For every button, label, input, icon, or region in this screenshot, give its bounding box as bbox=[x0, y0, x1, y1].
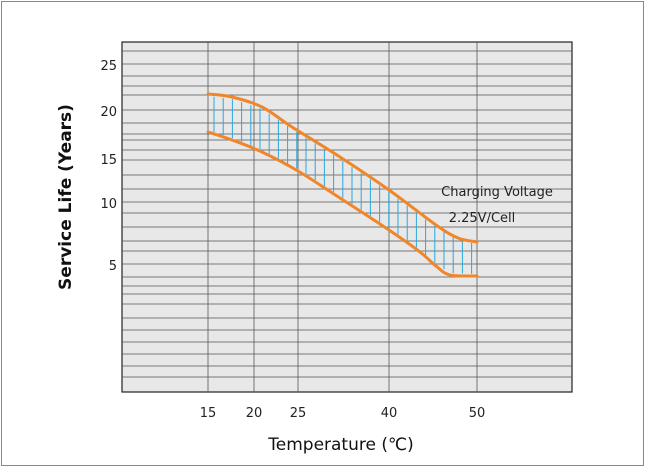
annotation-line-2: 2.25V/Cell bbox=[449, 211, 516, 226]
y-tick-label: 20 bbox=[100, 105, 117, 120]
y-tick-labels: 5 10 15 20 25 bbox=[100, 59, 117, 274]
lower-limit-curve bbox=[206, 130, 479, 278]
x-tick-label: 40 bbox=[381, 406, 398, 421]
y-axis-title: Service Life (Years) bbox=[56, 104, 76, 290]
x-tick-labels: 15 20 25 40 50 bbox=[200, 406, 486, 421]
x-tick-label: 20 bbox=[246, 406, 263, 421]
curve-layer bbox=[206, 92, 479, 278]
plot-background bbox=[121, 41, 573, 393]
upper-limit-curve bbox=[206, 92, 479, 244]
x-axis-title: Temperature (℃) bbox=[267, 435, 413, 455]
y-tick-label: 25 bbox=[100, 59, 117, 74]
x-tick-label: 15 bbox=[200, 406, 217, 421]
x-tick-label: 25 bbox=[290, 406, 307, 421]
annotation-line-1: Charging Voltage bbox=[441, 185, 553, 200]
y-tick-label: 10 bbox=[100, 197, 117, 212]
plot-area bbox=[121, 41, 573, 393]
hatch-band bbox=[213, 96, 473, 274]
y-tick-label: 5 bbox=[109, 259, 117, 274]
y-tick-label: 15 bbox=[100, 153, 117, 168]
x-tick-label: 50 bbox=[469, 406, 486, 421]
